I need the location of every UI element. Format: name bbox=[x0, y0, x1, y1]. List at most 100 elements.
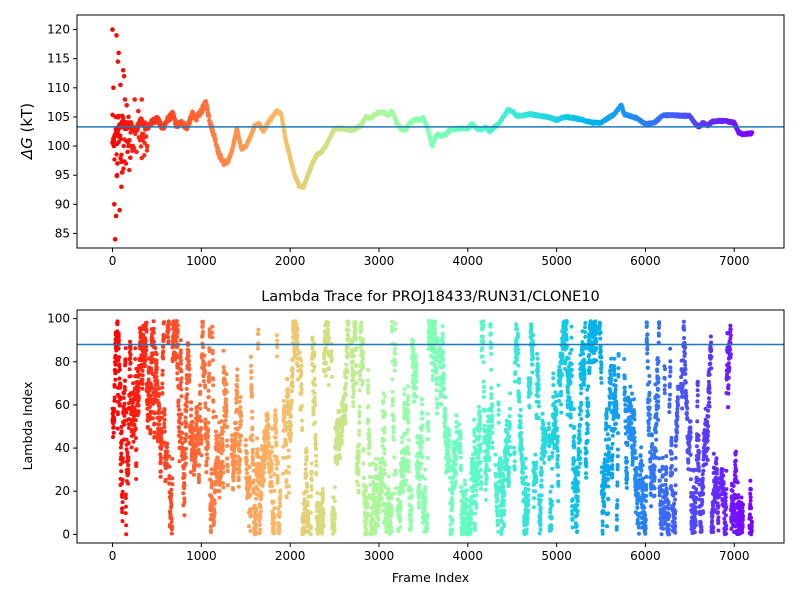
lambda-point bbox=[332, 520, 337, 525]
lambda-point bbox=[221, 465, 226, 470]
delta-g-point bbox=[139, 155, 144, 161]
lambda-point bbox=[204, 470, 209, 475]
lambda-point bbox=[250, 438, 255, 443]
delta-g-point bbox=[119, 152, 124, 157]
lambda-point bbox=[343, 408, 348, 413]
lambda-point bbox=[331, 495, 336, 500]
lambda-points bbox=[110, 318, 754, 537]
lambda-point bbox=[113, 362, 118, 367]
lambda-point bbox=[235, 367, 240, 372]
lambda-point bbox=[321, 517, 326, 522]
lambda-point bbox=[239, 418, 244, 423]
lambda-point bbox=[235, 384, 240, 389]
lambda-point bbox=[308, 532, 313, 537]
lambda-point bbox=[160, 385, 165, 390]
lambda-point bbox=[116, 338, 121, 343]
lambda-point bbox=[312, 395, 317, 400]
lambda-point bbox=[313, 433, 318, 437]
lambda-point bbox=[274, 417, 278, 422]
lambda-point bbox=[290, 367, 295, 372]
lambda-point bbox=[209, 471, 214, 476]
lambda-point bbox=[288, 422, 293, 427]
lambda-point bbox=[339, 438, 344, 443]
lambda-point bbox=[225, 469, 230, 474]
lambda-point bbox=[148, 394, 153, 398]
lambda-point bbox=[299, 358, 304, 363]
lambda-point bbox=[231, 478, 236, 483]
delta-g-point bbox=[114, 173, 120, 179]
lambda-point bbox=[197, 402, 202, 406]
lambda-point bbox=[238, 457, 243, 462]
lambda-point bbox=[222, 368, 227, 373]
lambda-point bbox=[323, 346, 328, 351]
lambda-point bbox=[250, 409, 255, 414]
lambda-point bbox=[333, 485, 337, 490]
lambda-point bbox=[161, 349, 166, 354]
delta-g-point bbox=[121, 166, 126, 171]
lambda-point bbox=[194, 422, 199, 426]
lambda-point bbox=[203, 417, 208, 422]
lambda-point bbox=[278, 500, 282, 505]
lambda-point bbox=[322, 354, 327, 359]
lambda-point bbox=[251, 462, 256, 467]
lambda-point bbox=[212, 510, 217, 515]
lambda-point bbox=[208, 508, 213, 513]
lambda-point bbox=[163, 477, 168, 482]
lambda-point bbox=[187, 378, 192, 383]
lambda-point bbox=[237, 462, 242, 467]
lambda-point bbox=[123, 496, 128, 501]
lambda-point bbox=[327, 336, 332, 341]
lambda-point bbox=[115, 426, 120, 431]
lambda-point bbox=[224, 397, 229, 402]
delta-g-point bbox=[125, 140, 131, 145]
lambda-point bbox=[116, 333, 121, 338]
delta-g-point bbox=[125, 149, 130, 155]
lambda-point bbox=[197, 450, 202, 455]
lambda-point bbox=[151, 330, 156, 335]
lambda-point bbox=[295, 364, 300, 368]
lambda-point bbox=[167, 464, 172, 469]
lambda-point bbox=[253, 532, 258, 537]
delta-g-point bbox=[142, 153, 147, 158]
lambda-point bbox=[124, 437, 129, 442]
delta-g-point bbox=[142, 140, 147, 146]
lambda-point bbox=[283, 428, 288, 433]
lambda-point bbox=[143, 358, 148, 363]
lambda-point bbox=[253, 525, 258, 530]
lambda-point bbox=[111, 430, 116, 435]
delta-g-point bbox=[121, 143, 126, 149]
lambda-point bbox=[255, 346, 260, 351]
lambda-point bbox=[268, 474, 273, 479]
delta-g-point bbox=[213, 137, 218, 142]
lambda-point bbox=[272, 515, 277, 520]
lambda-point bbox=[169, 503, 174, 507]
lambda-point bbox=[123, 360, 128, 365]
lambda-point bbox=[182, 513, 187, 518]
lambda-point bbox=[251, 478, 256, 483]
y-tick-label: 110 bbox=[47, 81, 70, 95]
lambda-point bbox=[304, 449, 309, 454]
lambda-point bbox=[158, 459, 163, 464]
lambda-point bbox=[302, 497, 307, 502]
lambda-point bbox=[124, 447, 129, 452]
lambda-point bbox=[124, 504, 128, 509]
lambda-point bbox=[247, 465, 252, 470]
lambda-point bbox=[195, 409, 200, 414]
lambda-point bbox=[170, 482, 175, 487]
lambda-point bbox=[117, 364, 122, 369]
lambda-point bbox=[250, 392, 254, 397]
delta-g-point bbox=[113, 213, 119, 219]
lambda-point bbox=[113, 353, 118, 358]
lambda-point bbox=[323, 373, 328, 378]
lambda-point bbox=[144, 344, 149, 349]
delta-g-point bbox=[113, 127, 119, 132]
lambda-point bbox=[134, 464, 139, 469]
lambda-point bbox=[281, 398, 286, 403]
lambda-point bbox=[132, 406, 137, 411]
lambda-point bbox=[215, 455, 220, 460]
lambda-point bbox=[221, 348, 226, 353]
lambda-point bbox=[224, 389, 229, 394]
lambda-point bbox=[286, 393, 290, 398]
lambda-point bbox=[312, 351, 317, 356]
lambda-point bbox=[255, 450, 260, 455]
